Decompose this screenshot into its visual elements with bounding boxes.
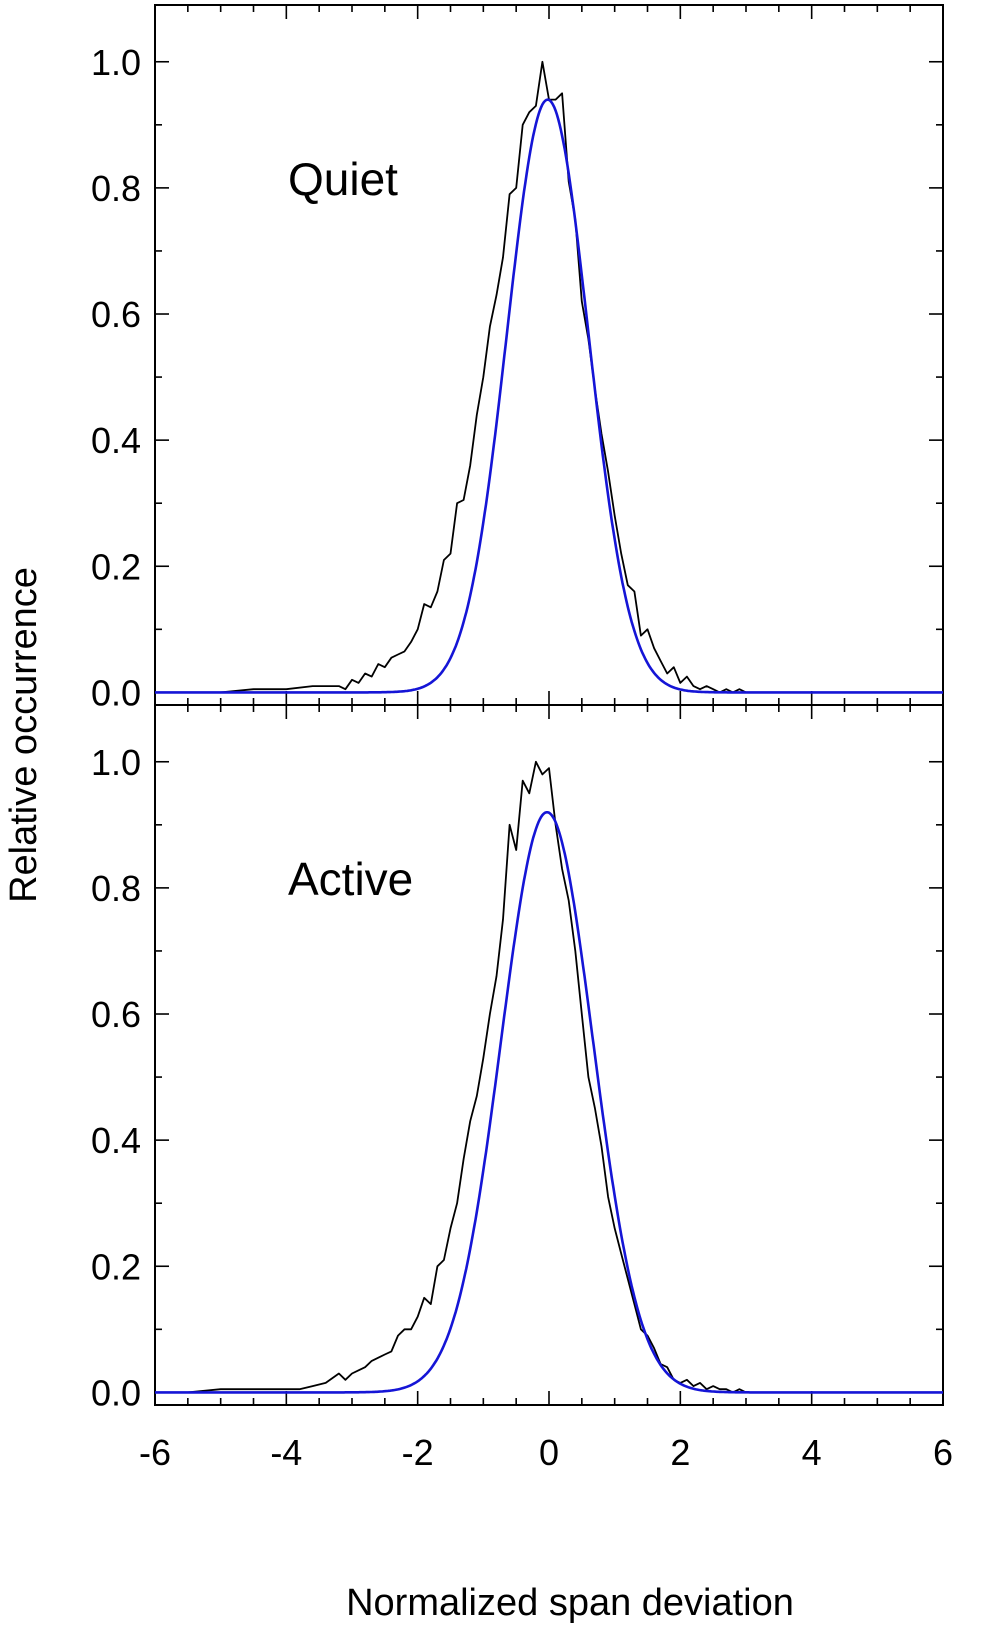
y-axis-title: Relative occurrence xyxy=(3,567,45,903)
y-tick-label: 1.0 xyxy=(91,42,141,83)
panel-quiet: 0.0 0.2 0.4 0.6 0.8 1.0 Quiet xyxy=(91,4,944,713)
y-tick-label: 1.0 xyxy=(91,742,141,783)
histogram-line xyxy=(155,60,943,694)
y-tick-label: 0.4 xyxy=(91,1120,141,1161)
y-tick-label: 0.6 xyxy=(91,294,141,335)
y-tick-label: 0.4 xyxy=(91,420,141,461)
gaussian-fit-line xyxy=(155,811,943,1394)
gaussian-fit-line xyxy=(155,98,943,694)
plot-frame xyxy=(154,704,944,1406)
histogram-line xyxy=(155,760,943,1394)
y-tick-label: 0.2 xyxy=(91,546,141,587)
y-tick-label: 0.0 xyxy=(91,672,141,713)
panel-annotation: Active xyxy=(288,853,413,905)
x-tick-label: -6 xyxy=(139,1432,171,1473)
y-tick-label: 0.0 xyxy=(91,1372,141,1413)
panel-annotation: Quiet xyxy=(288,153,398,205)
x-tick-label: 2 xyxy=(670,1432,690,1473)
y-tick-label: 0.2 xyxy=(91,1246,141,1287)
y-tick-label: 0.6 xyxy=(91,994,141,1035)
x-tick-label: -2 xyxy=(402,1432,434,1473)
x-tick-label: -4 xyxy=(270,1432,302,1473)
plot-frame xyxy=(154,4,944,706)
x-tick-label: 6 xyxy=(933,1432,953,1473)
y-tick-label: 0.8 xyxy=(91,168,141,209)
x-tick-label: 0 xyxy=(539,1432,559,1473)
panel-active: 0.0 0.2 0.4 0.6 0.8 1.0 -6 -4 -2 0 2 4 6 Active xyxy=(91,704,953,1473)
x-tick-label: 4 xyxy=(802,1432,822,1473)
y-tick-label: 0.8 xyxy=(91,868,141,909)
x-axis-title: Normalized span deviation xyxy=(346,1582,794,1624)
